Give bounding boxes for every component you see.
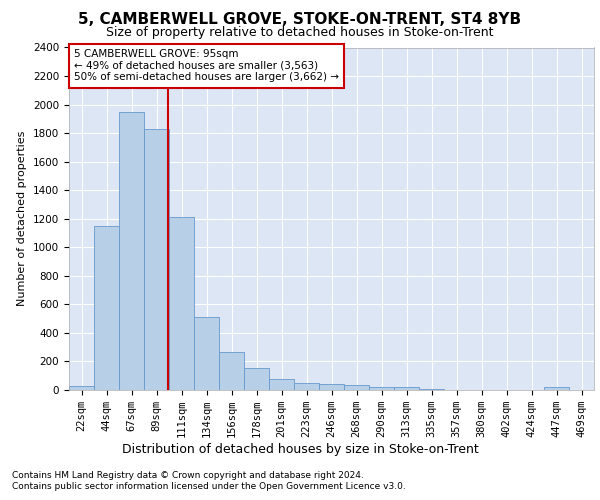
- Text: Size of property relative to detached houses in Stoke-on-Trent: Size of property relative to detached ho…: [106, 26, 494, 39]
- Bar: [144, 129, 169, 390]
- Bar: [319, 384, 344, 390]
- Bar: [344, 385, 369, 390]
- Bar: [294, 383, 319, 390]
- Bar: [419, 388, 444, 390]
- Text: Contains public sector information licensed under the Open Government Licence v3: Contains public sector information licen…: [12, 482, 406, 491]
- Text: 5, CAMBERWELL GROVE, STOKE-ON-TRENT, ST4 8YB: 5, CAMBERWELL GROVE, STOKE-ON-TRENT, ST4…: [79, 12, 521, 28]
- Text: Distribution of detached houses by size in Stoke-on-Trent: Distribution of detached houses by size …: [122, 442, 478, 456]
- Y-axis label: Number of detached properties: Number of detached properties: [17, 131, 28, 306]
- Bar: [119, 112, 144, 390]
- Bar: [169, 218, 194, 390]
- Bar: [244, 368, 269, 390]
- Bar: [94, 226, 119, 390]
- Bar: [69, 386, 94, 390]
- Bar: [219, 352, 244, 390]
- Text: 5 CAMBERWELL GROVE: 95sqm
← 49% of detached houses are smaller (3,563)
50% of se: 5 CAMBERWELL GROVE: 95sqm ← 49% of detac…: [74, 49, 339, 82]
- Bar: [269, 378, 294, 390]
- Bar: [194, 317, 219, 390]
- Bar: [369, 387, 394, 390]
- Bar: [544, 387, 569, 390]
- Bar: [394, 387, 419, 390]
- Text: Contains HM Land Registry data © Crown copyright and database right 2024.: Contains HM Land Registry data © Crown c…: [12, 471, 364, 480]
